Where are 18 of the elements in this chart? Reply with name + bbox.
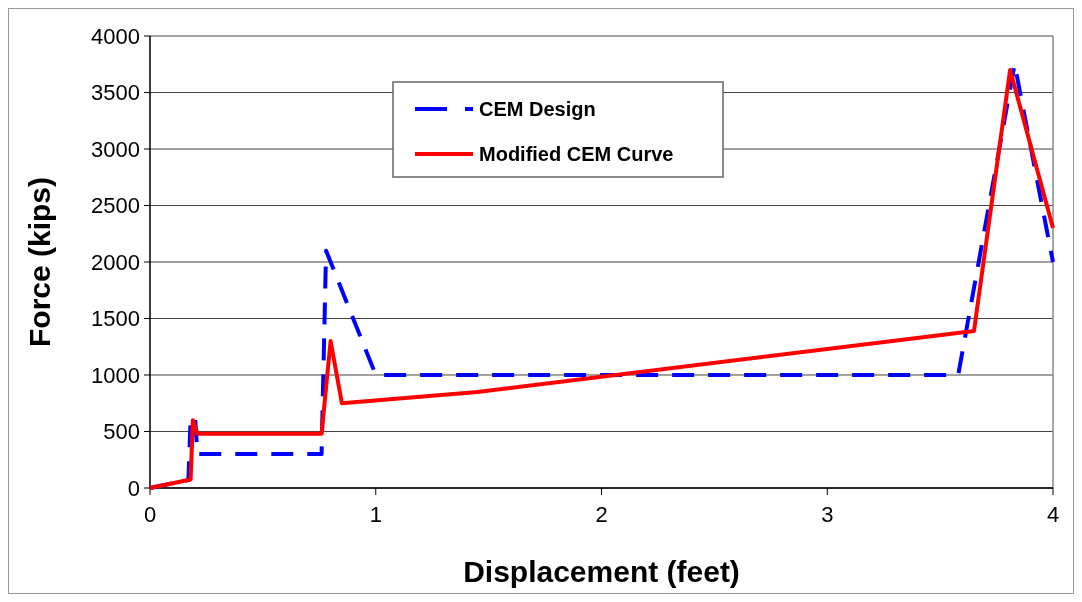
x-tick-label: 0 xyxy=(143,502,157,527)
legend-label: CEM Design xyxy=(479,98,596,120)
y-tick-label: 2500 xyxy=(91,193,140,219)
y-axis-title: Force (kips) xyxy=(23,176,56,348)
y-tick-label: 4000 xyxy=(91,23,140,49)
x-tick-label: 1 xyxy=(369,502,382,527)
y-tick-label: 1500 xyxy=(91,306,140,332)
y-tick-label: 0 xyxy=(127,475,140,501)
x-axis-title: Displacement (feet) xyxy=(463,555,740,588)
x-tick-label: 3 xyxy=(821,502,834,527)
y-tick-label: 1000 xyxy=(91,362,140,388)
x-tick-label: 2 xyxy=(595,502,608,527)
y-tick-label: 3000 xyxy=(91,136,140,162)
y-tick-label: 2000 xyxy=(91,249,140,275)
y-tick-label: 3500 xyxy=(91,80,140,106)
y-tick-label: 500 xyxy=(103,419,140,445)
x-tick-label: 4 xyxy=(1046,502,1060,527)
legend-label: Modified CEM Curve xyxy=(479,143,674,165)
